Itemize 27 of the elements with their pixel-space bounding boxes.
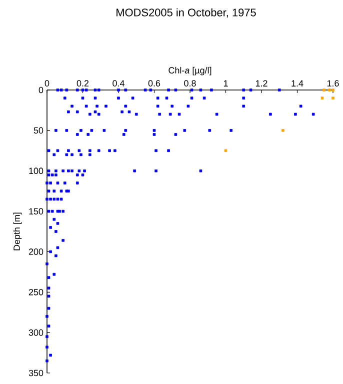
x-tick-label: 1 — [224, 80, 228, 86]
point — [322, 88, 326, 92]
y-tick-label: 200 — [28, 248, 44, 255]
point — [224, 149, 228, 152]
x-tick-label: 0.6 — [148, 80, 160, 86]
y-tick-label: 300 — [28, 329, 44, 336]
point — [282, 129, 284, 132]
y-axis-title: Depth [m] — [13, 212, 22, 250]
y-tick-label: 0 — [38, 86, 44, 94]
x-tick-label: 0 — [44, 80, 50, 86]
y-tick-label: 150 — [29, 208, 44, 214]
x-tick-label: 1.2 — [256, 80, 268, 86]
y-tick-label: 50 — [34, 127, 44, 134]
x-tick-label: 1.4 — [292, 80, 304, 86]
point — [332, 88, 334, 92]
x-tick-label: 0.8 — [184, 80, 196, 86]
x-tick-label: 0.2 — [76, 80, 89, 86]
x-tick-label: 0.4 — [112, 80, 124, 86]
chart-title: MODS2005 in October, 1975 — [116, 8, 256, 18]
point — [332, 96, 334, 100]
x-axis-title: Chl-a [µg/l] — [168, 66, 212, 76]
point — [320, 96, 324, 100]
y-tick-label: 250 — [28, 288, 44, 296]
y-tick-label: 350 — [28, 370, 44, 376]
y-tick-label: 100 — [29, 168, 44, 174]
point — [328, 88, 331, 92]
x-tick-label: 1.6 — [327, 80, 339, 86]
